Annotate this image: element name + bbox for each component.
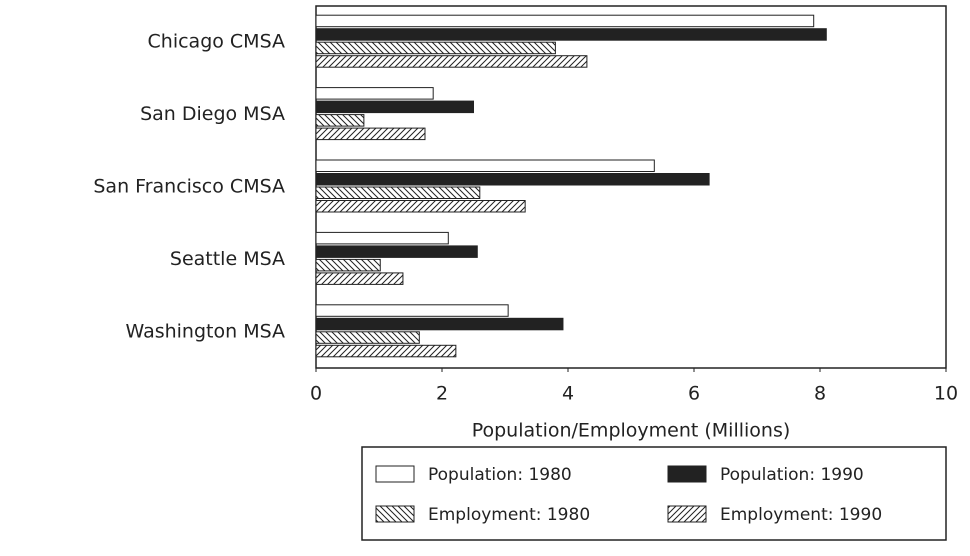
bar [315, 245, 478, 258]
legend-swatch [375, 505, 415, 523]
x-tick-label: 8 [814, 383, 826, 405]
bar [315, 55, 588, 68]
bar [315, 317, 564, 331]
bar [315, 304, 509, 317]
bar [315, 272, 404, 285]
bar [315, 200, 526, 213]
bar [315, 41, 556, 55]
y-tick-label: Washington MSA [126, 320, 286, 342]
y-tick-label: San Francisco CMSA [93, 176, 285, 198]
bar [315, 173, 710, 186]
y-tick-label: Chicago CMSA [148, 31, 285, 53]
bar [315, 28, 827, 41]
bar [315, 14, 815, 28]
bar [315, 258, 381, 272]
bar [315, 114, 365, 127]
x-axis-label: Population/Employment (Millions) [472, 420, 791, 442]
legend-swatch [667, 465, 707, 483]
bar [315, 344, 457, 358]
bar [315, 87, 434, 100]
bar [315, 127, 426, 141]
legend-label: Employment: 1980 [428, 505, 590, 525]
legend-label: Population: 1990 [720, 465, 864, 485]
legend-label: Employment: 1990 [720, 505, 882, 525]
legend-swatch [375, 465, 415, 483]
x-tick-label: 4 [562, 383, 574, 405]
bar [315, 231, 449, 245]
legend-label: Population: 1980 [428, 465, 572, 485]
bar [315, 331, 420, 344]
x-tick-label: 10 [934, 383, 958, 405]
x-tick-label: 0 [310, 383, 322, 405]
bar [315, 186, 481, 199]
y-tick-label: Seattle MSA [170, 248, 285, 270]
x-tick-label: 2 [436, 383, 448, 405]
bar [315, 100, 474, 114]
y-tick-label: San Diego MSA [140, 103, 285, 125]
legend-swatch [667, 505, 707, 523]
legend-frame [361, 446, 947, 541]
bar [315, 159, 655, 172]
x-tick-label: 6 [688, 383, 700, 405]
